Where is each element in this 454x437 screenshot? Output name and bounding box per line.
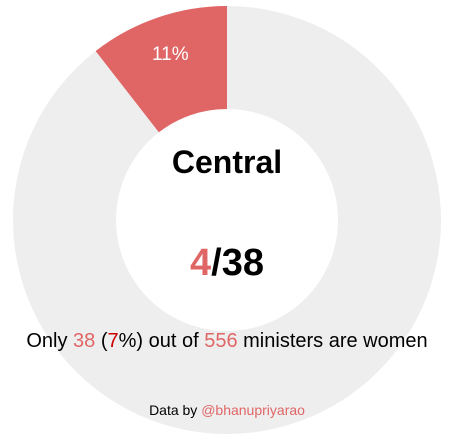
chart-center-value: 4/38	[0, 242, 454, 285]
donut-slice-labels: 11%	[152, 44, 189, 65]
caption-count: 38	[73, 330, 96, 352]
credit-handle-link[interactable]: @bhanupriyarao	[201, 402, 305, 418]
chart-center-title: Central	[171, 144, 283, 180]
donut-slice-women	[95, 6, 228, 133]
donut-slice-men	[12, 6, 442, 434]
center-value-highlight: 4	[190, 242, 212, 284]
slice-label-women: 11%	[152, 44, 189, 65]
caption-open-paren: (	[95, 330, 108, 352]
center-value-rest: /38	[211, 242, 264, 284]
caption-percent-number: 7	[107, 330, 119, 352]
donut-slices	[12, 6, 442, 434]
caption-percent-sign: %	[118, 330, 137, 352]
caption-suffix: ministers are women	[237, 330, 428, 352]
caption-prefix: Only	[26, 330, 74, 352]
caption-mid: ) out of	[136, 330, 205, 352]
chart-caption: Only 38 (7%) out of 556 ministers are wo…	[10, 328, 444, 354]
caption-total: 556	[204, 330, 238, 352]
credit-prefix: Data by	[149, 402, 202, 418]
data-credit: Data by @bhanupriyarao	[0, 402, 454, 418]
